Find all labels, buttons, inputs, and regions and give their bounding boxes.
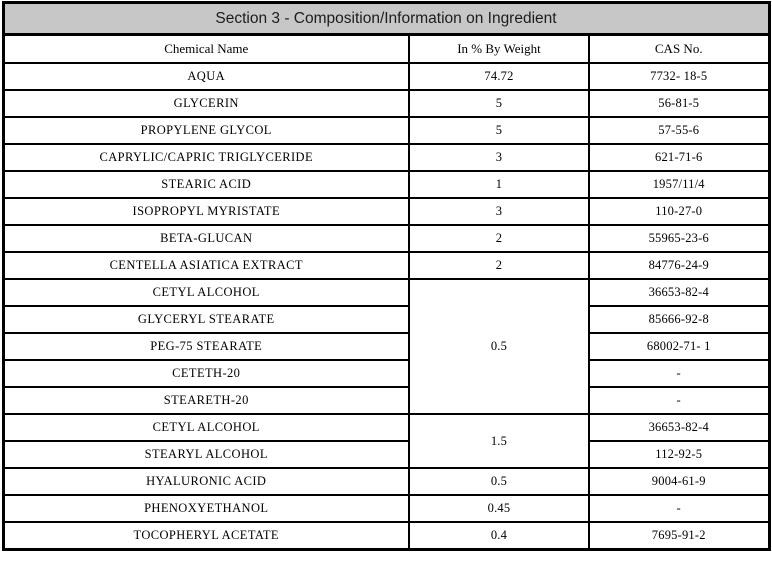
chemical-name-cell: TOCOPHERYL ACETATE [2, 521, 410, 551]
table-row: HYALURONIC ACID 0.5 9004-61-9 [2, 467, 771, 496]
table-row: ISOPROPYL MYRISTATE 3 110-27-0 [2, 197, 771, 226]
weight-cell: 3 [407, 143, 590, 172]
cas-cell: 57-55-6 [587, 116, 771, 145]
chemical-name-cell: PROPYLENE GLYCOL [2, 116, 410, 145]
cas-cell: 9004-61-9 [587, 467, 771, 496]
cas-cell: 110-27-0 [587, 197, 771, 226]
chemical-name-cell: ISOPROPYL MYRISTATE [2, 197, 410, 226]
chemical-name-cell: CETYL ALCOHOL [2, 413, 410, 442]
cas-cell: 7695-91-2 [587, 521, 771, 551]
weight-cell: 5 [407, 116, 590, 145]
table-row: PROPYLENE GLYCOL 5 57-55-6 [2, 116, 771, 145]
chemical-name-cell: CETYL ALCOHOL [2, 278, 410, 307]
table-header-row: Chemical Name In % By Weight CAS No. [2, 33, 771, 64]
table-row: AQUA 74.72 7732- 18-5 [2, 62, 771, 91]
table-row: BETA-GLUCAN 2 55965-23-6 [2, 224, 771, 253]
cas-cell: 56-81-5 [587, 89, 771, 118]
column-header-weight: In % By Weight [407, 33, 590, 64]
weight-cell: 1 [407, 170, 590, 199]
chemical-name-cell: CETETH-20 [2, 359, 410, 388]
table-row: CETYL ALCOHOL 0.5 36653-82-4 [2, 278, 771, 415]
cas-cell: 112-92-5 [587, 440, 771, 469]
cas-cell: 84776-24-9 [587, 251, 771, 280]
weight-cell: 0.5 [407, 467, 590, 496]
cas-cell: 68002-71- 1 [587, 332, 771, 361]
chemical-name-cell: CAPRYLIC/CAPRIC TRIGLYCERIDE [2, 143, 410, 172]
chemical-name-cell: PEG-75 STEARATE [2, 332, 410, 361]
table-row: CETETH-20 - [2, 359, 771, 388]
composition-table: Section 3 - Composition/Information on I… [1, 1, 771, 551]
chemical-name-cell: STEARYL ALCOHOL [2, 440, 410, 469]
chemical-name-cell: BETA-GLUCAN [2, 224, 410, 253]
table-row: STEARIC ACID 1 1957/11/4 [2, 170, 771, 199]
section-title: Section 3 - Composition/Information on I… [2, 1, 770, 36]
cas-cell: 621-71-6 [587, 143, 771, 172]
chemical-name-cell: STEARETH-20 [2, 386, 410, 415]
cas-cell: 1957/11/4 [587, 170, 771, 199]
table-row: STEARETH-20 - [2, 386, 771, 415]
weight-cell: 5 [407, 89, 590, 118]
ingredient-table-body: AQUA 74.72 7732- 18-5 GLYCERIN 5 56-81-5 PROPY… [2, 62, 771, 551]
chemical-name-cell: PHENOXYETHANOL [2, 494, 410, 523]
table-row: STEARYL ALCOHOL 112-92-5 [2, 440, 771, 469]
table-row: CETYL ALCOHOL 1.5 36653-82-4 [2, 413, 771, 469]
table-row: PEG-75 STEARATE 68002-71- 1 [2, 332, 771, 361]
cas-cell: - [587, 386, 771, 415]
cas-cell: 55965-23-6 [587, 224, 771, 253]
weight-cell: 74.72 [407, 62, 590, 91]
cas-cell: 36653-82-4 [587, 278, 771, 307]
table-row: GLYCERIN 5 56-81-5 [2, 89, 771, 118]
chemical-name-cell: CENTELLA ASIATICA EXTRACT [2, 251, 410, 280]
weight-cell: 1.5 [407, 413, 590, 469]
cas-cell: 85666-92-8 [587, 305, 771, 334]
chemical-name-cell: HYALURONIC ACID [2, 467, 410, 496]
cas-cell: - [587, 494, 771, 523]
cas-cell: - [587, 359, 771, 388]
table-row: CAPRYLIC/CAPRIC TRIGLYCERIDE 3 621-71-6 [2, 143, 771, 172]
table-row: PHENOXYETHANOL 0.45- [2, 494, 771, 523]
chemical-name-cell: GLYCERYL STEARATE [2, 305, 410, 334]
cas-cell: 7732- 18-5 [587, 62, 771, 91]
table-row: GLYCERYL STEARATE 85666-92-8 [2, 305, 771, 334]
column-header-chemical-name: Chemical Name [2, 33, 410, 64]
chemical-name-cell: GLYCERIN [2, 89, 410, 118]
weight-cell: 0.4 [407, 521, 590, 551]
column-header-cas: CAS No. [587, 33, 771, 64]
weight-cell: 0.5 [407, 278, 590, 415]
cas-cell: 36653-82-4 [587, 413, 771, 442]
section-title-row: Section 3 - Composition/Information on I… [2, 1, 770, 36]
table-row: CENTELLA ASIATICA EXTRACT 2 84776-24-9 [2, 251, 771, 280]
chemical-name-cell: AQUA [2, 62, 410, 91]
weight-cell: 0.45 [407, 494, 590, 523]
weight-cell: 2 [407, 251, 590, 280]
chemical-name-cell: STEARIC ACID [2, 170, 410, 199]
weight-cell: 3 [407, 197, 590, 226]
table-row: TOCOPHERYL ACETATE 0.4 7695-91-2 [2, 521, 771, 551]
weight-cell: 2 [407, 224, 590, 253]
